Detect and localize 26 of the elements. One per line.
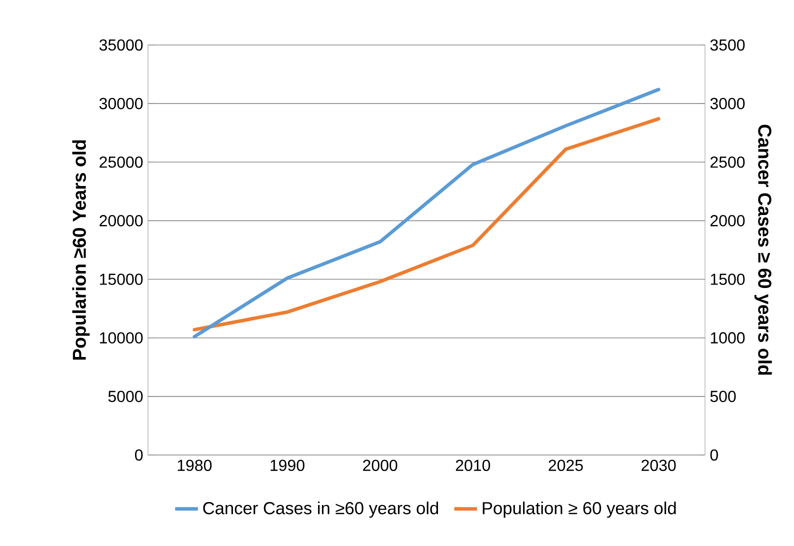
legend-label: Population ≥ 60 years old <box>482 502 676 518</box>
y2-tick-label: 2500 <box>710 156 745 168</box>
y-tick-label: 35000 <box>99 39 143 51</box>
legend-label: Cancer Cases in ≥60 years old <box>203 502 438 518</box>
y-tick-label: 25000 <box>100 156 143 168</box>
x-tick-label: 1980 <box>178 460 212 472</box>
y-tick-label: 0 <box>135 449 143 461</box>
y-tick-label: 30000 <box>99 98 143 110</box>
y2-tick-label: 3000 <box>710 98 745 110</box>
y2-axis-title: Cancer Cases ≥ 60 years old <box>754 124 772 375</box>
y2-tick-label: 0 <box>710 449 718 461</box>
y2-tick-label: 1500 <box>710 274 745 285</box>
y2-tick-label: 1000 <box>710 332 745 344</box>
y-axis-title: Popularion ≥60 Years old <box>72 140 90 360</box>
y2-tick-label: 3500 <box>710 39 745 51</box>
y-tick-label: 15000 <box>100 274 143 285</box>
x-tick-label: 1990 <box>270 460 304 472</box>
y2-tick-label: 2000 <box>710 215 745 226</box>
x-tick-label: 2025 <box>548 460 583 472</box>
x-tick-label: 2010 <box>456 460 490 472</box>
y-tick-label: 5000 <box>108 390 143 402</box>
y-tick-label: 20000 <box>100 215 143 226</box>
x-tick-label: 2030 <box>642 460 676 472</box>
y2-tick-label: 500 <box>710 390 736 402</box>
y-tick-label: 10000 <box>100 332 143 344</box>
x-tick-label: 2000 <box>363 460 398 472</box>
